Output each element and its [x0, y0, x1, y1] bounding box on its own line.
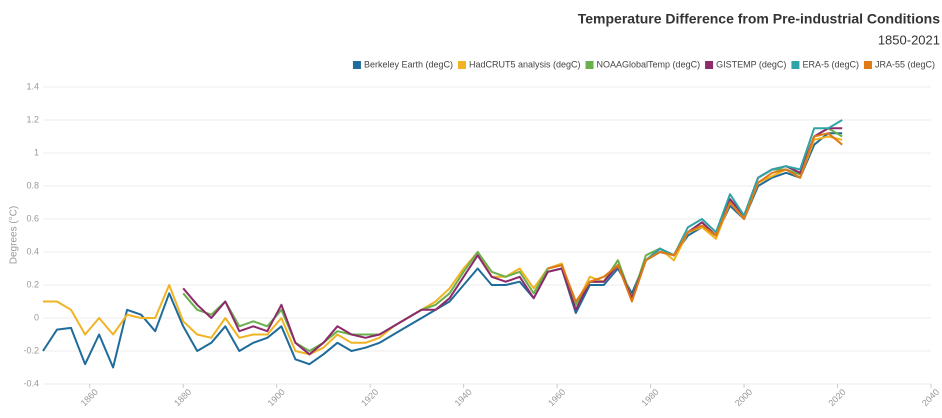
- y-tick-label: 0.6: [26, 213, 39, 223]
- x-tick-label: 1920: [359, 387, 380, 408]
- y-tick-label: 0.2: [26, 279, 39, 289]
- x-tick-label: 2020: [826, 387, 847, 408]
- x-tick-label: 1960: [546, 387, 567, 408]
- y-tick-label: 0.8: [26, 180, 39, 190]
- y-tick-label: 1.2: [26, 114, 39, 124]
- chart-subtitle: 1850-2021: [878, 32, 940, 47]
- y-tick-label: 0: [34, 312, 39, 322]
- x-tick-label: 2000: [733, 387, 754, 408]
- legend-label: Berkeley Earth (degC): [364, 59, 453, 69]
- legend-label: HadCRUT5 analysis (degC): [469, 59, 581, 69]
- legend-item: ERA-5 (degC): [791, 59, 859, 69]
- y-tick-label: -0.2: [23, 345, 39, 355]
- x-tick-label: 1980: [640, 387, 661, 408]
- legend-item: NOAAGlobalTemp (degC): [585, 59, 701, 69]
- y-tick-label: 1: [34, 147, 39, 157]
- legend-label: GISTEMP (degC): [716, 59, 786, 69]
- y-axis-label: Degrees (°C): [9, 206, 20, 264]
- legend-label: ERA-5 (degC): [802, 59, 859, 69]
- series-line: [43, 135, 843, 356]
- chart-title: Temperature Difference from Pre-industri…: [578, 11, 940, 27]
- legend-label: NOAAGlobalTemp (degC): [597, 59, 701, 69]
- legend-swatch: [457, 61, 466, 69]
- legend-item: HadCRUT5 analysis (degC): [457, 59, 581, 69]
- legend-swatch: [585, 61, 594, 69]
- x-tick-label: 2040: [920, 387, 941, 408]
- legend-item: JRA-55 (degC): [863, 59, 935, 69]
- y-tick-label: 0.4: [26, 246, 39, 256]
- legend-swatch: [863, 61, 872, 69]
- legend-swatch: [352, 61, 361, 69]
- x-tick-label: 1900: [266, 387, 287, 408]
- series-line: [182, 127, 843, 356]
- plot-area: [43, 87, 931, 384]
- legend-swatch: [791, 61, 800, 69]
- legend: Berkeley Earth (degC) HadCRUT5 analysis (…: [352, 59, 935, 69]
- x-tick-label: 1860: [79, 387, 100, 408]
- legend-item: GISTEMP (degC): [705, 59, 786, 69]
- y-tick-label: -0.4: [23, 378, 39, 388]
- x-tick-label: 1940: [453, 387, 474, 408]
- x-tick-label: 1880: [172, 387, 193, 408]
- y-tick-label: 1.4: [26, 81, 39, 91]
- legend-item: Berkeley Earth (degC): [352, 59, 453, 69]
- series-line: [547, 132, 843, 303]
- legend-label: JRA-55 (degC): [875, 59, 935, 69]
- legend-swatch: [705, 61, 714, 69]
